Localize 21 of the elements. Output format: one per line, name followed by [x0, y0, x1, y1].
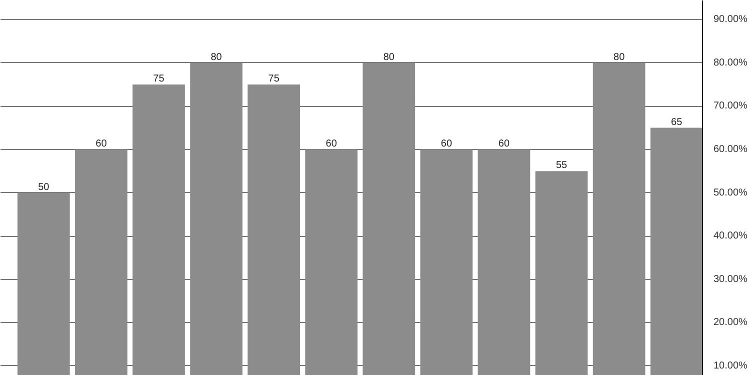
y-tick-label: 20.00%	[714, 317, 748, 328]
data-label: 75	[153, 74, 165, 85]
data-label: 80	[210, 52, 222, 63]
data-label: 80	[614, 52, 626, 63]
data-label: 55	[556, 160, 568, 172]
y-tick-label: 10.00%	[714, 360, 748, 372]
y-tick-label: 60.00%	[714, 144, 748, 155]
y-tick-label: 80.00%	[714, 57, 748, 68]
y-tick-label: 90.00%	[714, 14, 748, 26]
data-label: 60	[326, 138, 338, 150]
data-label: 60	[440, 138, 452, 150]
y-tick-label: 30.00%	[714, 274, 748, 285]
data-label: 50	[38, 182, 50, 193]
y-tick-label: 50.00%	[714, 187, 748, 198]
data-label: 80	[383, 52, 395, 63]
data-label: 75	[268, 74, 280, 85]
data-label: 65	[671, 116, 683, 128]
data-label: 60	[96, 138, 108, 150]
data-label: 60	[498, 138, 510, 150]
y-tick-label: 40.00%	[714, 230, 748, 242]
y-tick-label: 70.00%	[714, 100, 748, 112]
